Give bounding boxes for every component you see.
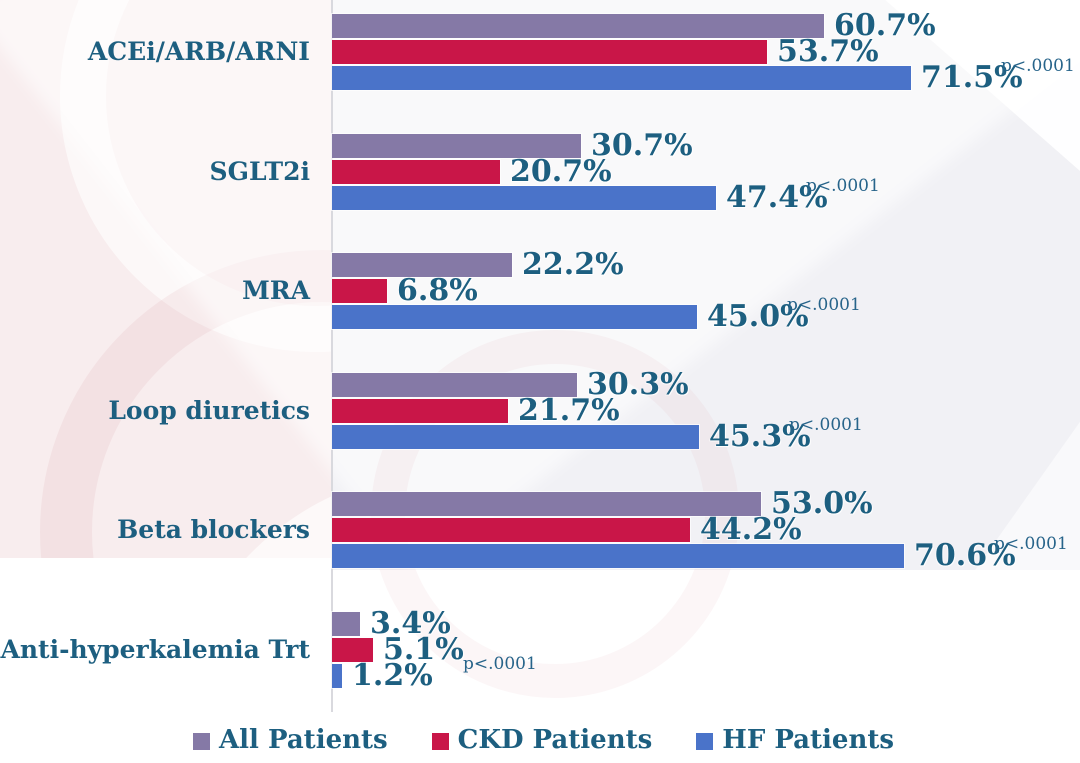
value-label-all-patients: 60.7% — [834, 8, 936, 43]
category-label: Loop diuretics — [108, 396, 310, 425]
value-label-hf-patients: 45.0% — [707, 299, 809, 334]
value-label-hf-patients: 45.3% — [709, 419, 811, 454]
bar-hf-patients — [332, 664, 342, 688]
category-label: Anti-hyperkalemia Trt — [0, 635, 310, 664]
legend-label: CKD Patients — [457, 725, 653, 755]
bar-hf-patients — [332, 66, 911, 90]
value-label-ckd-patients: 20.7% — [510, 154, 612, 189]
chart-legend: All Patients CKD Patients HF Patients — [193, 725, 894, 755]
p-value-label: p<.0001 — [789, 415, 863, 435]
value-label-hf-patients: 70.6% — [914, 538, 1016, 573]
legend-swatch-icon — [193, 732, 210, 750]
value-label-ckd-patients: 5.1% — [383, 632, 464, 667]
bar-all-patients — [332, 253, 512, 277]
value-label-ckd-patients: 21.7% — [518, 393, 620, 428]
legend-label: HF Patients — [722, 725, 895, 755]
legend-item-hf-patients: HF Patients — [696, 725, 894, 755]
bar-hf-patients — [332, 425, 699, 449]
value-label-all-patients: 53.0% — [771, 486, 873, 521]
p-value-label: p<.0001 — [463, 654, 537, 674]
value-label-all-patients: 22.2% — [522, 247, 624, 282]
category-label: SGLT2i — [209, 157, 310, 186]
category-label: MRA — [242, 276, 310, 305]
bar-all-patients — [332, 14, 824, 38]
bar-all-patients — [332, 373, 577, 397]
bar-ckd-patients — [332, 160, 500, 184]
bar-ckd-patients — [332, 279, 387, 303]
value-label-ckd-patients: 44.2% — [700, 512, 802, 547]
p-value-label: p<.0001 — [806, 176, 880, 196]
value-label-hf-patients: 47.4% — [726, 180, 828, 215]
category-axis-line — [331, 0, 333, 712]
legend-label: All Patients — [219, 725, 388, 755]
bar-hf-patients — [332, 544, 904, 568]
legend-swatch-icon — [431, 732, 449, 750]
bar-ckd-patients — [332, 40, 767, 64]
value-label-all-patients: 3.4% — [370, 606, 451, 641]
p-value-label: p<.0001 — [994, 534, 1068, 554]
value-label-all-patients: 30.7% — [591, 128, 693, 163]
bar-all-patients — [332, 612, 360, 636]
value-label-ckd-patients: 6.8% — [397, 273, 478, 308]
bar-ckd-patients — [332, 399, 508, 423]
bar-hf-patients — [332, 305, 697, 329]
value-label-hf-patients: 1.2% — [352, 658, 433, 693]
p-value-label: p<.0001 — [787, 295, 861, 315]
bar-hf-patients — [332, 186, 716, 210]
value-label-hf-patients: 71.5% — [921, 60, 1023, 95]
legend-item-all-patients: All Patients — [193, 725, 388, 755]
legend-swatch-icon — [696, 732, 714, 750]
value-label-all-patients: 30.3% — [587, 367, 689, 402]
bar-all-patients — [332, 134, 581, 158]
bar-all-patients — [332, 492, 761, 516]
category-label: ACEi/ARB/ARNI — [87, 37, 310, 66]
p-value-label: p<.0001 — [1001, 56, 1075, 76]
bar-ckd-patients — [332, 518, 690, 542]
bar-ckd-patients — [332, 638, 373, 662]
value-label-ckd-patients: 53.7% — [777, 34, 879, 69]
category-label: Beta blockers — [117, 515, 310, 544]
legend-item-ckd-patients: CKD Patients — [431, 725, 653, 755]
